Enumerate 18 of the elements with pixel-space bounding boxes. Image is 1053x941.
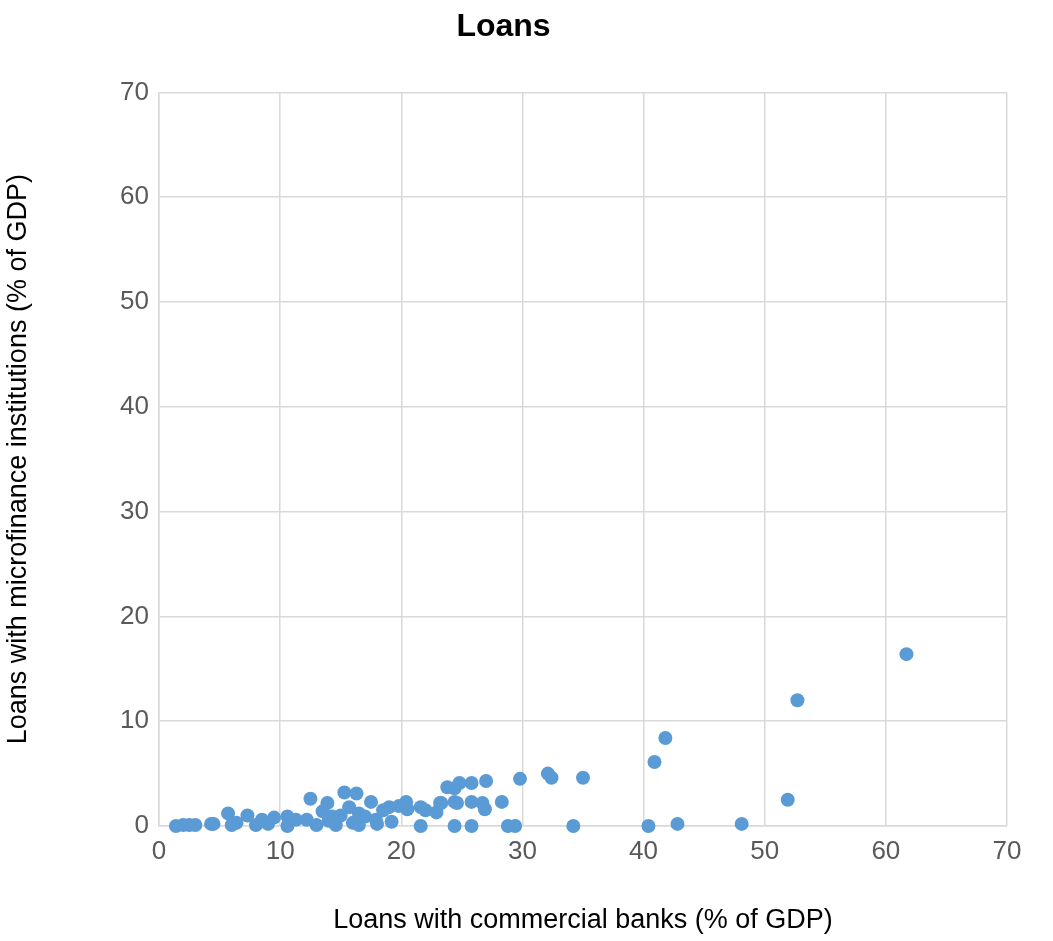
chart-title: Loans <box>456 7 551 44</box>
x-tick-label: 40 <box>629 834 659 865</box>
y-tick-label: 70 <box>120 75 149 106</box>
x-tick-label: 70 <box>992 834 1022 865</box>
x-tick-label: 50 <box>750 834 780 865</box>
x-axis-title: Loans with commercial banks (% of GDP) <box>333 904 833 935</box>
y-tick-label: 10 <box>120 704 149 735</box>
x-tick-label: 60 <box>871 834 901 865</box>
y-tick-label: 20 <box>120 599 149 630</box>
y-tick-label: 60 <box>120 180 149 211</box>
y-tick-label: 0 <box>134 809 149 840</box>
x-tick-label: 10 <box>265 834 295 865</box>
x-tick-label: 30 <box>507 834 537 865</box>
y-tick-label: 40 <box>120 389 149 420</box>
y-tick-label: 30 <box>120 494 149 525</box>
y-axis-title: Loans with microfinance institutions (% of GDP) <box>1 174 32 745</box>
x-tick-label: 20 <box>386 834 416 865</box>
y-tick-label: 50 <box>120 285 149 316</box>
